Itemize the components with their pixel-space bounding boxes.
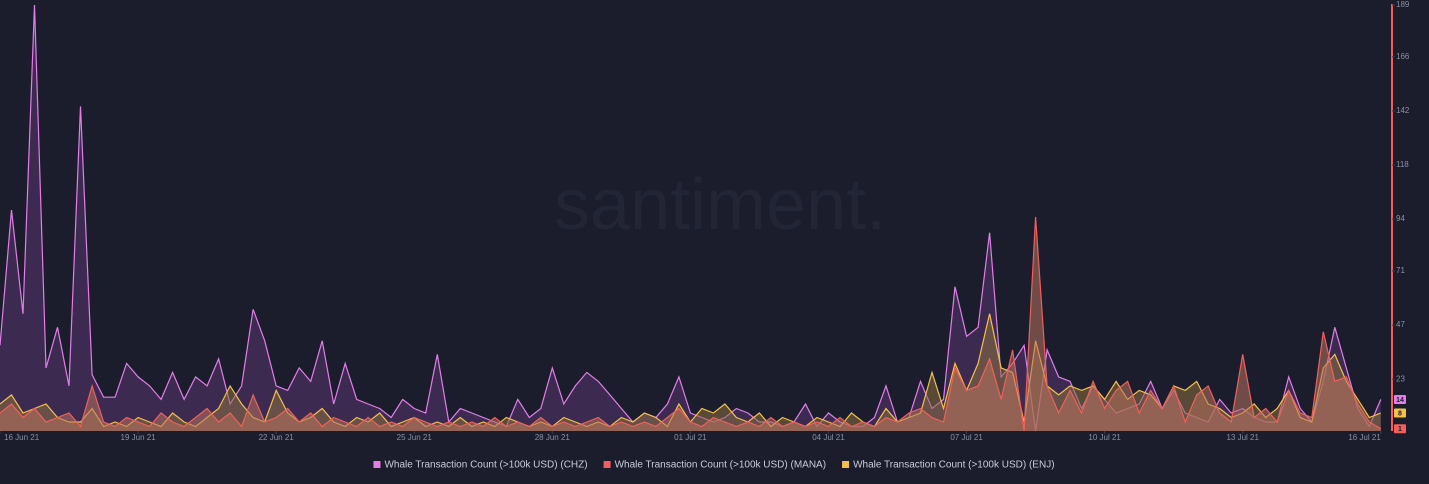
x-tick-label: 16 Jun 21 [4,433,40,442]
y-tick-label: 94 [1396,214,1405,223]
value-badge-label: 14 [1396,397,1404,404]
x-tick-label: 10 Jul 21 [1088,433,1121,442]
y-tick-label: 118 [1396,160,1409,169]
y-tick-label: 23 [1396,374,1405,383]
x-tick-label: 16 Jul 21 [1348,433,1381,442]
legend-swatch [603,461,611,468]
area [0,5,1381,431]
legend-label: Whale Transaction Count (>100k USD) (ENJ… [853,460,1054,471]
x-tick-label: 28 Jun 21 [535,433,571,442]
value-badge [1394,424,1406,434]
legend-label: Whale Transaction Count (>100k USD) (CHZ… [384,460,587,471]
y-tick-label: 47 [1396,320,1405,329]
y-tick-label: 166 [1396,52,1410,61]
line [0,216,1382,432]
watermark: santiment. [554,165,886,245]
value-badge [1394,408,1406,418]
y-tick-label: 71 [1396,266,1405,275]
value-badge-label: 8 [1398,410,1402,417]
x-tick-label: 25 Jun 21 [397,433,433,442]
x-tick-label: 04 Jul 21 [812,433,845,442]
area [0,216,1381,431]
y-tick-label: 189 [1396,0,1410,9]
y-tick-label: 142 [1396,106,1410,115]
legend-swatch [842,461,850,468]
value-badge-label: 1 [1398,426,1402,433]
x-tick-label: 07 Jul 21 [950,433,983,442]
x-tick-label: 13 Jul 21 [1226,433,1259,442]
legend-label: Whale Transaction Count (>100k USD) (MAN… [615,460,826,471]
x-tick-label: 19 Jun 21 [121,433,157,442]
x-tick-label: 22 Jun 21 [259,433,295,442]
x-tick-label: 01 Jul 21 [674,433,707,442]
legend-swatch [373,461,381,468]
value-badge [1394,394,1406,404]
